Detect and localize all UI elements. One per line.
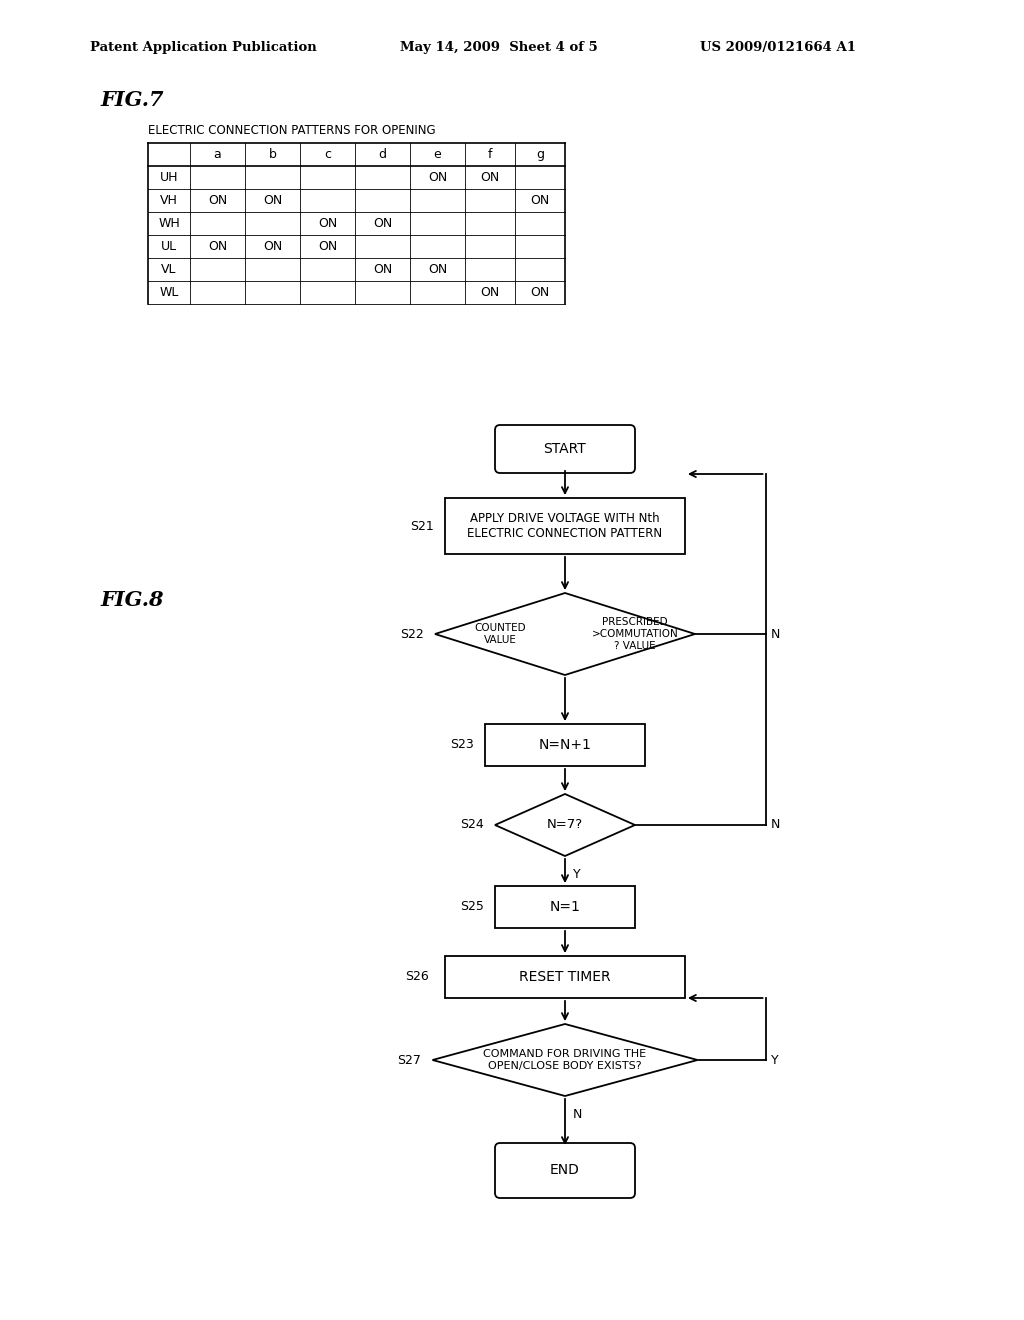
Text: UH: UH [160,172,178,183]
Text: N: N [770,818,780,832]
Text: d: d [379,148,386,161]
Text: S21: S21 [410,520,434,532]
Text: S24: S24 [460,818,483,832]
Text: f: f [487,148,493,161]
Text: S22: S22 [400,627,424,640]
Text: S25: S25 [460,900,484,913]
Text: May 14, 2009  Sheet 4 of 5: May 14, 2009 Sheet 4 of 5 [400,41,598,54]
Text: START: START [544,442,587,455]
Text: UL: UL [161,240,177,253]
Text: VL: VL [161,263,177,276]
FancyBboxPatch shape [495,425,635,473]
Text: ON: ON [208,194,227,207]
Bar [445,956,685,998]
Text: Y: Y [573,869,581,880]
Text: N: N [573,1107,583,1121]
Text: ELECTRIC CONNECTION PATTERNS FOR OPENING: ELECTRIC CONNECTION PATTERNS FOR OPENING [148,124,435,136]
Text: N=7?: N=7? [547,818,583,832]
Bar [485,723,645,766]
Polygon shape [435,593,695,675]
Text: Y: Y [770,1053,778,1067]
Text: PRESCRIBED
>COMMUTATION
? VALUE: PRESCRIBED >COMMUTATION ? VALUE [592,618,678,651]
Text: WL: WL [160,286,178,300]
Text: ON: ON [263,240,283,253]
Text: WH: WH [158,216,180,230]
Text: FIG.7: FIG.7 [100,90,164,110]
Text: g: g [536,148,544,161]
Text: a: a [214,148,221,161]
Text: US 2009/0121664 A1: US 2009/0121664 A1 [700,41,856,54]
Bar [445,498,685,554]
Text: ON: ON [480,172,500,183]
Text: END: END [550,1163,580,1177]
Text: S26: S26 [406,970,429,983]
Text: N: N [770,627,780,640]
Text: S27: S27 [397,1053,421,1067]
Text: b: b [268,148,276,161]
Text: FIG.8: FIG.8 [100,590,164,610]
Text: ON: ON [480,286,500,300]
Text: COUNTED
VALUE: COUNTED VALUE [474,623,525,644]
Text: Patent Application Publication: Patent Application Publication [90,41,316,54]
Text: ON: ON [373,263,392,276]
Polygon shape [495,795,635,855]
Text: ON: ON [428,172,447,183]
Text: ON: ON [530,194,550,207]
Text: COMMAND FOR DRIVING THE
OPEN/CLOSE BODY EXISTS?: COMMAND FOR DRIVING THE OPEN/CLOSE BODY … [483,1049,646,1071]
FancyBboxPatch shape [495,1143,635,1199]
Text: c: c [324,148,331,161]
Text: ON: ON [263,194,283,207]
Text: ON: ON [208,240,227,253]
Text: RESET TIMER: RESET TIMER [519,970,610,983]
Text: ON: ON [530,286,550,300]
Text: N=N+1: N=N+1 [539,738,592,752]
Text: N=1: N=1 [550,900,581,913]
Text: VH: VH [160,194,178,207]
Text: APPLY DRIVE VOLTAGE WITH Nth
ELECTRIC CONNECTION PATTERN: APPLY DRIVE VOLTAGE WITH Nth ELECTRIC CO… [467,512,663,540]
Text: ON: ON [428,263,447,276]
Text: S23: S23 [450,738,474,751]
Text: ON: ON [317,240,337,253]
Polygon shape [432,1024,697,1096]
Text: ON: ON [373,216,392,230]
Bar [495,886,635,928]
Text: e: e [433,148,441,161]
Text: ON: ON [317,216,337,230]
